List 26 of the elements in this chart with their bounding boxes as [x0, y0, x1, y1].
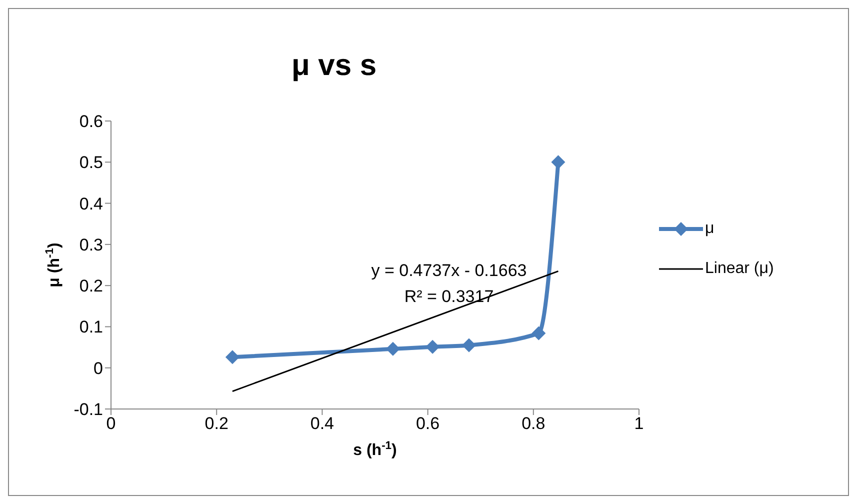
y-tick-label: 0.1 [79, 318, 103, 337]
x-axis-title: s (h$^{-1}$) [353, 440, 397, 459]
point [386, 342, 400, 356]
y-tick-label: 0.4 [79, 194, 103, 214]
annotation: y = 0.4737x - 0.1663 [370, 261, 528, 281]
y-tick-label: 0.2 [79, 276, 103, 296]
x-tick-label: 0.2 [204, 414, 228, 434]
point [225, 350, 240, 364]
point [551, 155, 566, 170]
x-tick-label: 0.8 [522, 414, 546, 434]
y-tick-label: 0 [94, 358, 103, 378]
point [532, 326, 546, 340]
y-tick-label: 0.5 [79, 153, 103, 172]
legend-label: μ [705, 220, 714, 238]
y-tick-label: -0.1 [74, 400, 103, 420]
x-tick-label: 1 [634, 414, 644, 434]
x-tick-label: 0 [106, 414, 116, 434]
annotation: R² = 0.3317 [403, 287, 495, 307]
point [426, 340, 440, 354]
y-tick-label: 0.3 [79, 235, 103, 254]
x-tick-label: 0.4 [310, 414, 334, 434]
point [462, 338, 476, 352]
legend-label: Linear (μ) [705, 260, 774, 278]
chart-title: μ vs s [290, 49, 378, 83]
y-tick-label: 0.6 [79, 112, 103, 132]
x-tick-label: 0.6 [416, 414, 440, 434]
